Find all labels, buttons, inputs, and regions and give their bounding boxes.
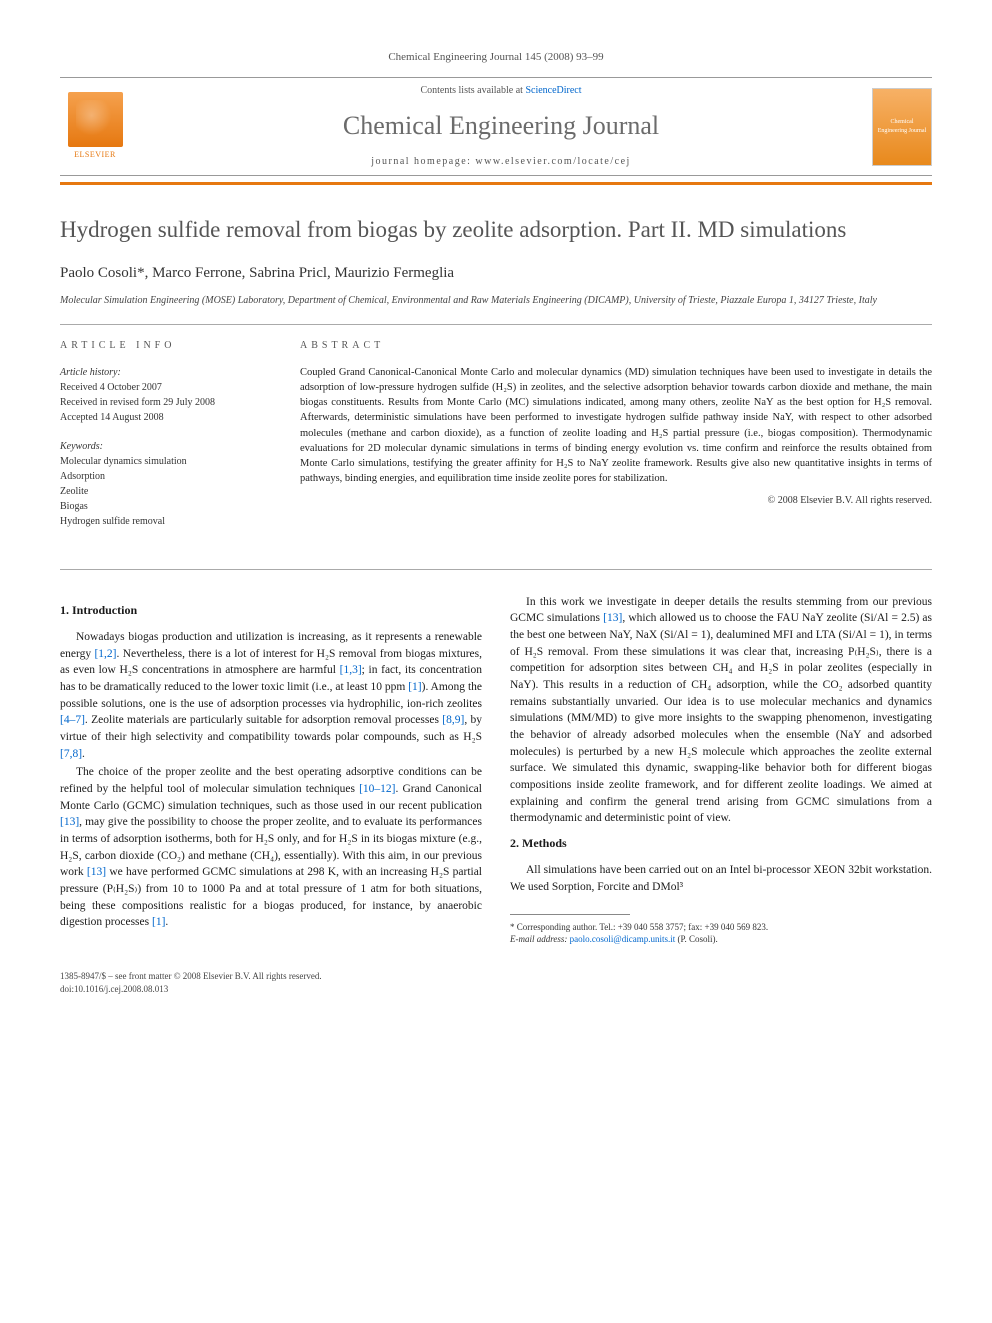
footnote-separator: [510, 914, 630, 915]
ref-link[interactable]: [4–7]: [60, 714, 85, 726]
email-label: E-mail address:: [510, 934, 570, 944]
ref-link[interactable]: [13]: [60, 816, 79, 828]
abstract-copyright: © 2008 Elsevier B.V. All rights reserved…: [300, 494, 932, 508]
accent-bar: [60, 182, 932, 185]
ref-link[interactable]: [10–12]: [359, 783, 395, 795]
section-heading-methods: 2. Methods: [510, 835, 932, 852]
ref-link[interactable]: [8,9]: [442, 714, 464, 726]
abstract-text: Coupled Grand Canonical-Canonical Monte …: [300, 365, 932, 487]
body-paragraph: All simulations have been carried out on…: [510, 862, 932, 895]
body-text: .: [82, 748, 85, 760]
body-text: .: [165, 916, 168, 928]
publisher-logo-block: ELSEVIER: [60, 89, 130, 164]
ref-link[interactable]: [1,3]: [340, 664, 362, 676]
publisher-name: ELSEVIER: [74, 149, 116, 160]
abstract-column: ABSTRACT Coupled Grand Canonical-Canonic…: [300, 339, 932, 543]
keyword: Zeolite: [60, 484, 270, 499]
body-paragraph: The choice of the proper zeolite and the…: [60, 764, 482, 931]
keyword: Molecular dynamics simulation: [60, 454, 270, 469]
abstract-heading: ABSTRACT: [300, 339, 932, 353]
ref-link[interactable]: [1]: [152, 916, 165, 928]
ref-link[interactable]: [13]: [87, 866, 106, 878]
author-email[interactable]: paolo.cosoli@dicamp.units.it: [570, 934, 676, 944]
footnote-corr: * Corresponding author. Tel.: +39 040 55…: [510, 921, 932, 934]
keyword: Adsorption: [60, 469, 270, 484]
body-paragraph: In this work we investigate in deeper de…: [510, 594, 932, 827]
keyword: Hydrogen sulfide removal: [60, 514, 270, 529]
page-footer: 1385-8947/$ – see front matter © 2008 El…: [60, 970, 932, 995]
article-info-heading: ARTICLE INFO: [60, 339, 270, 353]
article-info-column: ARTICLE INFO Article history: Received 4…: [60, 339, 270, 543]
corresponding-author-footnote: * Corresponding author. Tel.: +39 040 55…: [510, 921, 932, 946]
journal-title: Chemical Engineering Journal: [130, 108, 872, 144]
article-body: 1. Introduction Nowadays biogas producti…: [60, 594, 932, 946]
citation-header: Chemical Engineering Journal 145 (2008) …: [60, 50, 932, 65]
ref-link[interactable]: [13]: [603, 612, 622, 624]
journal-banner: ELSEVIER Contents lists available at Sci…: [60, 77, 932, 175]
homepage-prefix: journal homepage:: [371, 156, 475, 167]
journal-cover-thumbnail: Chemical Engineering Journal: [872, 88, 932, 166]
history-line: Accepted 14 August 2008: [60, 410, 270, 425]
journal-homepage: journal homepage: www.elsevier.com/locat…: [130, 155, 872, 169]
history-line: Received in revised form 29 July 2008: [60, 395, 270, 410]
contents-prefix: Contents lists available at: [420, 85, 525, 96]
history-label: Article history:: [60, 365, 270, 380]
keyword: Biogas: [60, 499, 270, 514]
body-paragraph: Nowadays biogas production and utilizati…: [60, 629, 482, 762]
email-suffix: (P. Cosoli).: [675, 934, 718, 944]
contents-available: Contents lists available at ScienceDirec…: [130, 84, 872, 98]
article-title: Hydrogen sulfide removal from biogas by …: [60, 215, 932, 245]
footer-doi: doi:10.1016/j.cej.2008.08.013: [60, 983, 932, 996]
ref-link[interactable]: [1]: [408, 681, 421, 693]
divider: [60, 324, 932, 325]
body-text: All simulations have been carried out on…: [510, 864, 932, 893]
section-heading-intro: 1. Introduction: [60, 602, 482, 619]
body-text: , which allowed us to choose the FAU NaY…: [510, 612, 932, 824]
footer-copyright: 1385-8947/$ – see front matter © 2008 El…: [60, 970, 932, 983]
divider: [60, 569, 932, 570]
keywords-label: Keywords:: [60, 439, 270, 454]
affiliation: Molecular Simulation Engineering (MOSE) …: [60, 294, 932, 308]
author-list: Paolo Cosoli*, Marco Ferrone, Sabrina Pr…: [60, 263, 932, 284]
ref-link[interactable]: [7,8]: [60, 748, 82, 760]
body-text: . Zeolite materials are particularly sui…: [85, 714, 442, 726]
homepage-url[interactable]: www.elsevier.com/locate/cej: [475, 156, 630, 167]
history-line: Received 4 October 2007: [60, 380, 270, 395]
sciencedirect-link[interactable]: ScienceDirect: [525, 85, 581, 96]
ref-link[interactable]: [1,2]: [94, 648, 116, 660]
elsevier-tree-icon: [68, 92, 123, 147]
